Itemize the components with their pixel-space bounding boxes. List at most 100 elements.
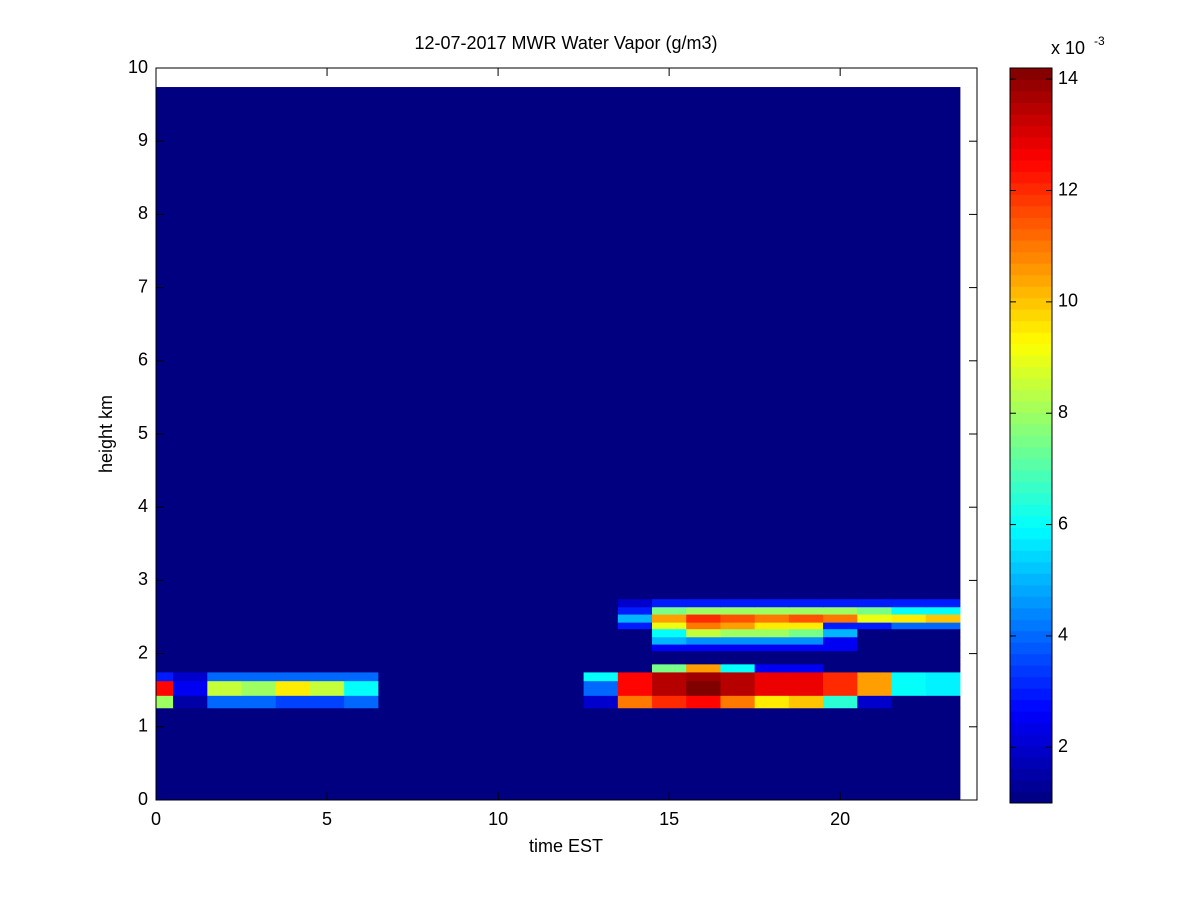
heatmap-cell [617,663,653,673]
colorbar-step [1010,148,1052,161]
heatmap-cell [156,87,174,600]
colorbar-step [1010,745,1052,758]
heatmap-cell [241,614,277,623]
heatmap-cell [480,680,516,696]
heatmap-cell [788,598,824,608]
heatmap-cell [925,671,961,682]
heatmap-cell [309,622,345,630]
heatmap [156,87,961,800]
heatmap-cell [173,87,208,600]
heatmap-cell [173,598,208,608]
heatmap-cell [857,87,892,600]
heatmap-cell [549,87,585,600]
heatmap-cell [823,622,858,630]
heatmap-cell [925,636,961,645]
heatmap-cell [173,622,208,630]
heatmap-cell [686,657,721,665]
heatmap-cell [207,680,243,696]
heatmap-cell [207,614,243,623]
y-tick-label: 9 [138,130,148,150]
heatmap-cell [891,663,927,673]
heatmap-cell [156,671,174,682]
colorbar-step [1010,274,1052,287]
heatmap-cell [309,707,345,800]
heatmap-cell [515,671,550,682]
colorbar-step [1010,343,1052,356]
heatmap-cell [617,680,653,696]
heatmap-cell [309,680,345,696]
heatmap-cell [754,614,790,623]
heatmap-cell [823,606,858,615]
x-axis-label: time EST [529,836,603,856]
heatmap-cell [156,650,174,658]
heatmap-cell [207,657,243,665]
heatmap-cell [754,671,790,682]
heatmap-cell [344,650,379,658]
heatmap-cell [344,695,379,709]
heatmap-cell [754,707,790,800]
heatmap-cell [275,606,311,615]
heatmap-cell [241,663,277,673]
heatmap-cell [686,614,721,623]
heatmap-cell [823,663,858,673]
heatmap-cell [446,663,482,673]
heatmap-cell [446,644,482,652]
colorbar-step [1010,228,1052,241]
heatmap-cell [156,628,174,638]
heatmap-cell [241,87,277,600]
heatmap-cell [617,598,653,608]
heatmap-cell [652,628,687,638]
colorbar-step [1010,504,1052,517]
heatmap-cell [652,598,687,608]
heatmap-cell [412,628,448,638]
colorbar-tick-label: 6 [1058,513,1068,533]
heatmap-cell [207,622,243,630]
heatmap-cell [378,680,414,696]
heatmap-cell [275,644,311,652]
colorbar-step [1010,309,1052,322]
colorbar-exponent: -3 [1094,34,1105,48]
heatmap-cell [686,598,721,608]
heatmap-cell [275,614,311,623]
colorbar-step [1010,596,1052,609]
heatmap-cell [275,650,311,658]
colorbar-step [1010,676,1052,689]
heatmap-cell [344,707,379,800]
heatmap-cell [583,644,619,652]
heatmap-cell [891,606,927,615]
heatmap-cell [515,622,550,630]
heatmap-cell [754,598,790,608]
heatmap-cell [891,644,927,652]
heatmap-cell [754,636,790,645]
colorbar-step [1010,68,1052,80]
heatmap-cell [549,695,585,709]
y-tick-label: 0 [138,789,148,809]
heatmap-cell [344,680,379,696]
heatmap-cell [344,644,379,652]
heatmap-cell [720,671,756,682]
heatmap-cell [275,628,311,638]
heatmap-cell [549,650,585,658]
colorbar-step [1010,136,1052,149]
heatmap-cell [378,636,414,645]
heatmap-cell [207,598,243,608]
heatmap-cell [173,680,208,696]
heatmap-cell [412,680,448,696]
heatmap-cell [891,622,927,630]
heatmap-cell [207,87,243,600]
colorbar-step [1010,182,1052,195]
heatmap-cell [309,598,345,608]
heatmap-cell [173,636,208,645]
heatmap-cell [446,606,482,615]
colorbar-step [1010,355,1052,368]
heatmap-cell [275,636,311,645]
heatmap-cell [652,695,687,709]
heatmap-cell [549,628,585,638]
heatmap-cell [788,650,824,658]
heatmap-cell [788,657,824,665]
heatmap-cell [891,636,927,645]
heatmap-cell [891,695,927,709]
heatmap-cell [549,644,585,652]
colorbar-step [1010,446,1052,459]
heatmap-cell [925,657,961,665]
